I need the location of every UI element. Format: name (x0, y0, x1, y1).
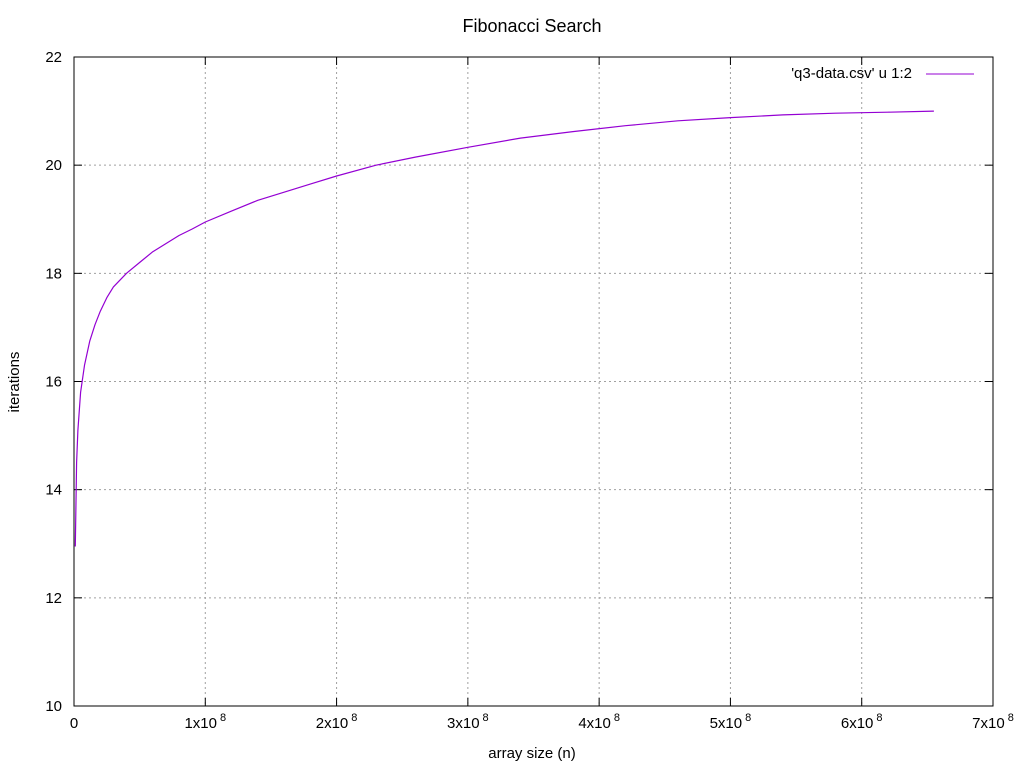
series-line (74, 110, 934, 547)
series-layer (74, 110, 934, 547)
tick-labels: 0 1x10 8 2x10 8 3x10 8 4x10 8 5x10 8 6x10 8 7x10 8 10 12… (45, 49, 1014, 732)
plot-frame (73, 56, 994, 707)
legend: 'q3-data.csv' u 1:2 (791, 65, 974, 82)
legend-label: 'q3-data.csv' u 1:2 (791, 65, 912, 82)
y-axis-label: iterations (6, 352, 23, 413)
y-tick-label: 10 (45, 698, 62, 715)
x-tick-label: 1x10 8 (184, 712, 226, 732)
x-tick-label: 2x10 8 (316, 712, 358, 732)
x-tick-label: 6x10 8 (841, 712, 883, 732)
x-tick-label: 7x10 8 (972, 712, 1014, 732)
x-axis-label: array size (n) (488, 745, 576, 762)
x-tick-label: 5x10 8 (710, 712, 752, 732)
x-tick-label: 0 (70, 715, 78, 732)
chart-title: Fibonacci Search (462, 16, 601, 36)
grid (74, 57, 993, 706)
y-tick-label: 14 (45, 482, 62, 499)
y-tick-label: 16 (45, 374, 62, 391)
y-tick-label: 12 (45, 590, 62, 607)
y-tick-label: 22 (45, 49, 62, 66)
x-tick-label: 4x10 8 (578, 712, 620, 732)
y-tick-label: 20 (45, 157, 62, 174)
y-tick-label: 18 (45, 265, 62, 282)
x-tick-label: 3x10 8 (447, 712, 489, 732)
